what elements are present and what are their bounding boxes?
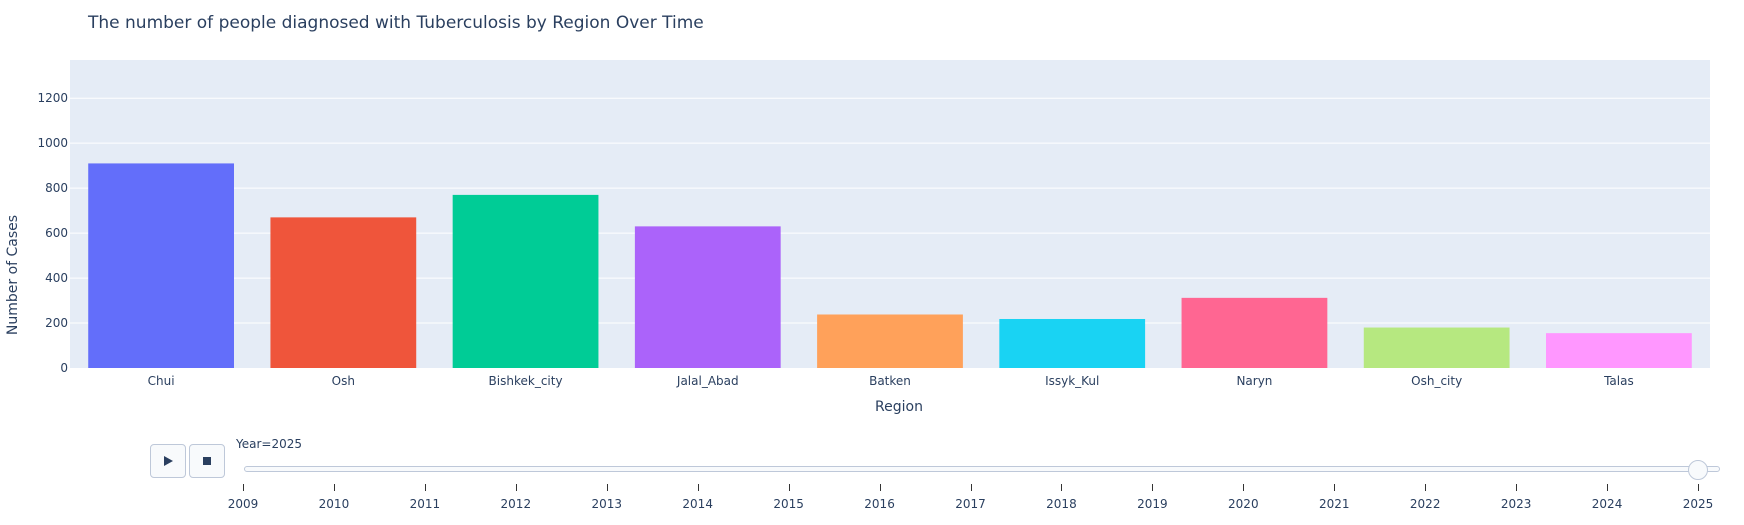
slider-tick-label[interactable]: 2019: [1137, 497, 1168, 511]
x-tick-label: Bishkek_city: [489, 374, 563, 388]
x-tick-label: Talas: [1603, 374, 1634, 388]
slider-tick: [243, 484, 244, 491]
bar-bishkek-city[interactable]: [452, 194, 599, 368]
x-tick-label: Chui: [148, 374, 175, 388]
play-button[interactable]: [150, 444, 186, 478]
stop-button[interactable]: [189, 444, 225, 478]
slider-tick-label[interactable]: 2018: [1046, 497, 1077, 511]
y-tick-label: 400: [45, 271, 68, 285]
slider-tick: [970, 484, 972, 491]
slider-tick: [515, 484, 517, 491]
slider-tick-label[interactable]: 2010: [318, 497, 350, 511]
y-tick-label: 200: [45, 316, 68, 330]
slider-tick: [1061, 484, 1063, 491]
slider-tick: [697, 484, 699, 491]
slider-tick: [424, 484, 426, 491]
slider-tick-label[interactable]: 2025: [1682, 497, 1714, 511]
slider-tick-label[interactable]: 2021: [1318, 497, 1350, 511]
y-axis-ticks: 0 200 400 600 800 1000 1200: [37, 91, 68, 375]
slider-tick-label[interactable]: 2024: [1591, 497, 1623, 511]
x-axis-ticks: Chui Osh Bishkek_city Jalal_Abad Batken Issyk…: [148, 374, 1634, 388]
slider-tick: [879, 484, 881, 491]
y-tick-label: 1200: [37, 91, 68, 105]
slider-tick-label[interactable]: 2013: [591, 497, 623, 511]
slider-tick: [1607, 484, 1609, 491]
chart-title: The number of people diagnosed with Tube…: [88, 13, 704, 33]
slider-tick: [788, 484, 790, 491]
slider-tick-label[interactable]: 2011: [409, 497, 441, 511]
y-axis-label: Number of Cases: [5, 214, 21, 336]
bar-osh-city[interactable]: [1363, 327, 1510, 368]
slider-tick-label[interactable]: 2023: [1500, 497, 1532, 511]
slider-tick: [1243, 484, 1245, 491]
slider-tick: [1516, 484, 1518, 491]
slider-tick-label[interactable]: 2015: [773, 497, 804, 511]
slider-tick-label[interactable]: 2017: [955, 497, 986, 511]
bar-issyk-kul[interactable]: [999, 318, 1146, 368]
x-tick-label: Issyk_Kul: [1045, 374, 1099, 388]
y-tick-label: 1000: [37, 136, 68, 150]
bar-chui[interactable]: [88, 163, 234, 368]
slider-tick-label[interactable]: 2022: [1409, 497, 1441, 511]
slider-tick-label[interactable]: 2014: [682, 497, 713, 511]
stop-icon: [203, 457, 211, 465]
y-tick-label: 600: [45, 226, 68, 240]
x-tick-label: Osh_city: [1411, 374, 1462, 388]
slider-tick: [606, 484, 608, 491]
slider-current-label: Year=2025: [236, 437, 302, 451]
slider-prefix: Year=: [236, 437, 272, 451]
play-icon: [164, 456, 173, 466]
slider-tick: [1425, 484, 1427, 491]
x-tick-label: Osh: [332, 374, 355, 388]
x-tick-label: Naryn: [1236, 374, 1272, 388]
x-tick-label: Jalal_Abad: [676, 374, 739, 388]
y-tick-label: 800: [45, 181, 68, 195]
slider-tick-label[interactable]: 2009: [227, 497, 259, 511]
slider-current-value: 2025: [271, 437, 303, 451]
slider-tick-label[interactable]: 2016: [864, 497, 895, 511]
slider-tick: [1334, 484, 1336, 491]
y-tick-label: 0: [60, 361, 68, 375]
bars: [88, 163, 1692, 368]
slider-tick: [1152, 484, 1154, 491]
bar-jalal-abad[interactable]: [634, 226, 781, 368]
slider-tick-label[interactable]: 2020: [1228, 497, 1259, 511]
year-slider-handle[interactable]: [1688, 460, 1708, 480]
bar-batken[interactable]: [817, 314, 963, 368]
slider-tick-label[interactable]: 2012: [500, 497, 532, 511]
bar-naryn[interactable]: [1181, 297, 1328, 368]
x-tick-label: Batken: [869, 374, 911, 388]
x-axis-label: Region: [875, 399, 923, 415]
bar-talas[interactable]: [1546, 333, 1692, 368]
slider-tick: [1698, 484, 1699, 491]
year-slider-rail[interactable]: [244, 466, 1720, 472]
slider-tick: [333, 484, 335, 491]
bar-osh[interactable]: [270, 217, 417, 368]
